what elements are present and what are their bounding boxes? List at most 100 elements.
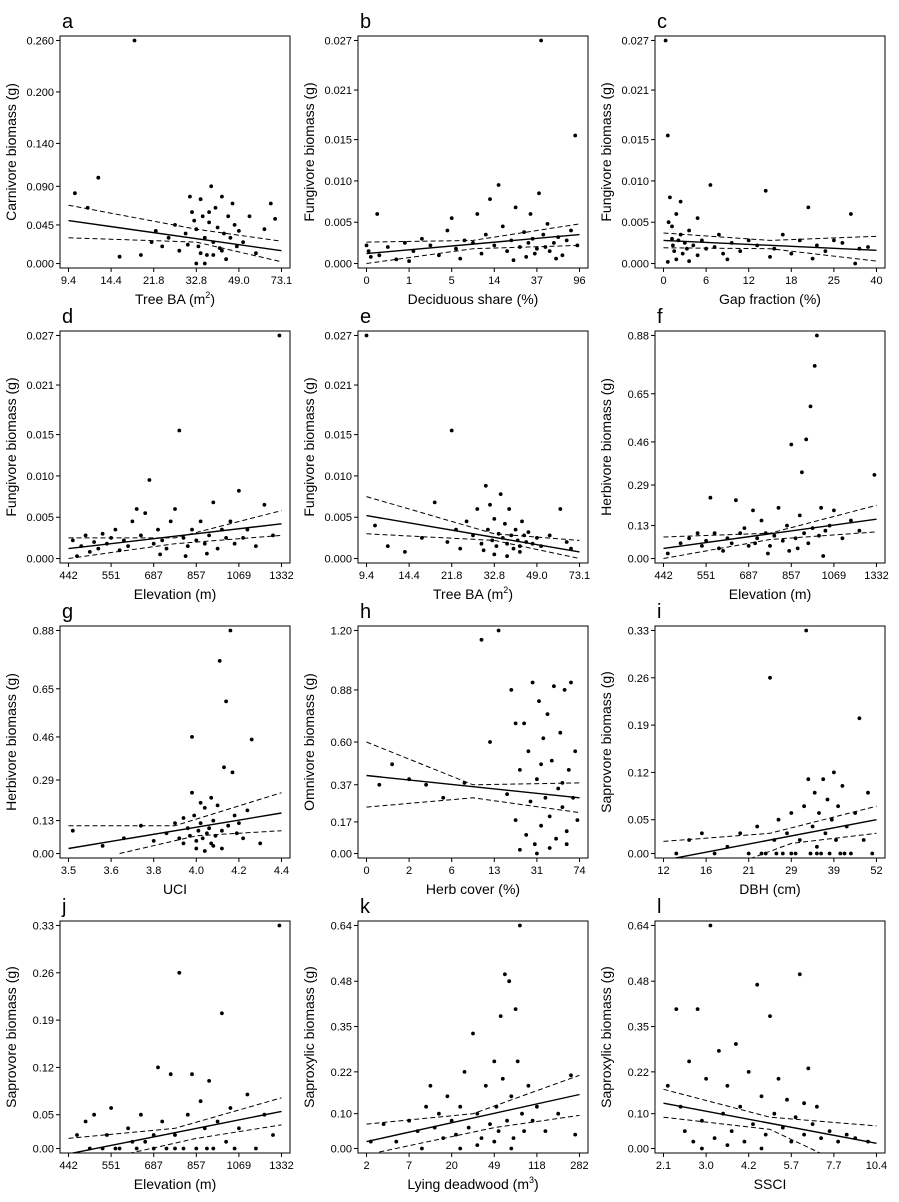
panel-k: k 2 7 20 49 118 282 0.00 0.10 0.22 0.35 0.48 0.64 Lyi…	[301, 896, 589, 1192]
data-point	[368, 255, 373, 259]
data-point	[566, 768, 571, 772]
data-point	[449, 428, 454, 433]
data-point	[147, 478, 152, 482]
x-tick-label: 49.0	[526, 570, 547, 582]
y-tick-label: 0.021	[324, 85, 352, 97]
data-point	[725, 1143, 730, 1147]
data-point	[153, 229, 158, 233]
ci-lower-line	[68, 534, 282, 559]
data-point	[832, 238, 836, 243]
data-point	[836, 804, 840, 809]
data-point	[158, 552, 163, 557]
data-point	[522, 1129, 526, 1133]
data-point	[168, 1072, 173, 1077]
data-point	[196, 244, 201, 249]
data-point	[832, 508, 836, 513]
data-point	[751, 508, 755, 513]
data-point	[759, 851, 764, 856]
data-point	[441, 1136, 446, 1140]
y-tick-label: 0.021	[26, 380, 54, 392]
x-tick-label: 25	[828, 275, 840, 287]
data-point	[558, 730, 563, 735]
data-point	[672, 249, 677, 254]
data-point	[492, 1059, 497, 1064]
data-point	[687, 259, 691, 263]
data-point	[541, 736, 546, 741]
data-point	[420, 1146, 424, 1151]
x-tick-label: 32.8	[484, 570, 505, 582]
data-point	[759, 1146, 764, 1151]
y-tick-label: 0.00	[331, 849, 352, 861]
data-point	[407, 259, 411, 263]
data-point	[100, 844, 105, 848]
data-point	[454, 1132, 458, 1137]
data-point	[815, 851, 819, 856]
y-tick-label: 0.64	[628, 920, 649, 932]
panel-letter: g	[62, 601, 73, 623]
data-point	[126, 1126, 130, 1131]
data-point	[806, 1066, 811, 1071]
data-point	[79, 544, 84, 548]
data-point	[547, 249, 552, 254]
data-point	[194, 846, 199, 851]
data-point	[228, 519, 233, 524]
data-point	[575, 243, 580, 248]
y-tick-label: 0.015	[621, 135, 649, 147]
data-point	[190, 527, 194, 532]
data-point	[428, 243, 433, 248]
y-tick-label: 0.05	[33, 1110, 54, 1122]
data-point	[742, 526, 747, 530]
data-point	[866, 790, 870, 795]
data-point	[785, 523, 789, 528]
data-point	[232, 223, 237, 227]
data-point	[85, 205, 90, 210]
data-point	[156, 1065, 160, 1070]
data-point	[188, 833, 192, 838]
data-point	[810, 526, 815, 530]
data-point	[849, 851, 853, 856]
data-point	[202, 235, 207, 240]
data-point	[132, 38, 137, 43]
data-point	[562, 688, 567, 692]
data-point	[840, 784, 845, 788]
data-point	[205, 831, 209, 836]
y-tick-label: 0.29	[628, 480, 649, 492]
data-point	[511, 1136, 516, 1140]
y-tick-label: 0.13	[33, 816, 54, 828]
plot-frame	[357, 920, 589, 1154]
data-point	[721, 549, 725, 553]
data-point	[273, 217, 277, 221]
data-point	[200, 836, 205, 841]
data-point	[139, 253, 143, 257]
data-point	[780, 851, 785, 856]
ci-upper-line	[68, 1097, 282, 1139]
data-point	[522, 533, 526, 538]
data-point	[729, 1129, 734, 1133]
data-point	[151, 1133, 156, 1137]
data-point	[228, 628, 233, 633]
y-tick-label: 0.027	[621, 35, 649, 47]
data-point	[503, 521, 507, 526]
data-point	[458, 1104, 463, 1109]
data-point	[262, 502, 267, 507]
data-point	[385, 245, 390, 249]
data-point	[213, 205, 218, 210]
data-point	[494, 544, 499, 548]
data-point	[823, 528, 828, 533]
data-point	[676, 238, 681, 243]
data-point	[241, 240, 246, 245]
ci-lower-line	[366, 533, 580, 559]
y-tick-label: 0.12	[33, 1062, 54, 1074]
data-point	[695, 216, 700, 221]
x-tick-label: 857	[782, 570, 800, 582]
data-point	[464, 519, 469, 524]
x-tick-label: 74	[573, 865, 585, 877]
data-point	[213, 833, 218, 838]
data-point	[543, 1129, 548, 1133]
x-tick-label: 96	[573, 275, 585, 287]
data-point	[545, 712, 550, 716]
data-point	[277, 333, 282, 338]
data-point	[812, 364, 817, 368]
data-point	[844, 1132, 849, 1137]
data-point	[569, 228, 573, 233]
